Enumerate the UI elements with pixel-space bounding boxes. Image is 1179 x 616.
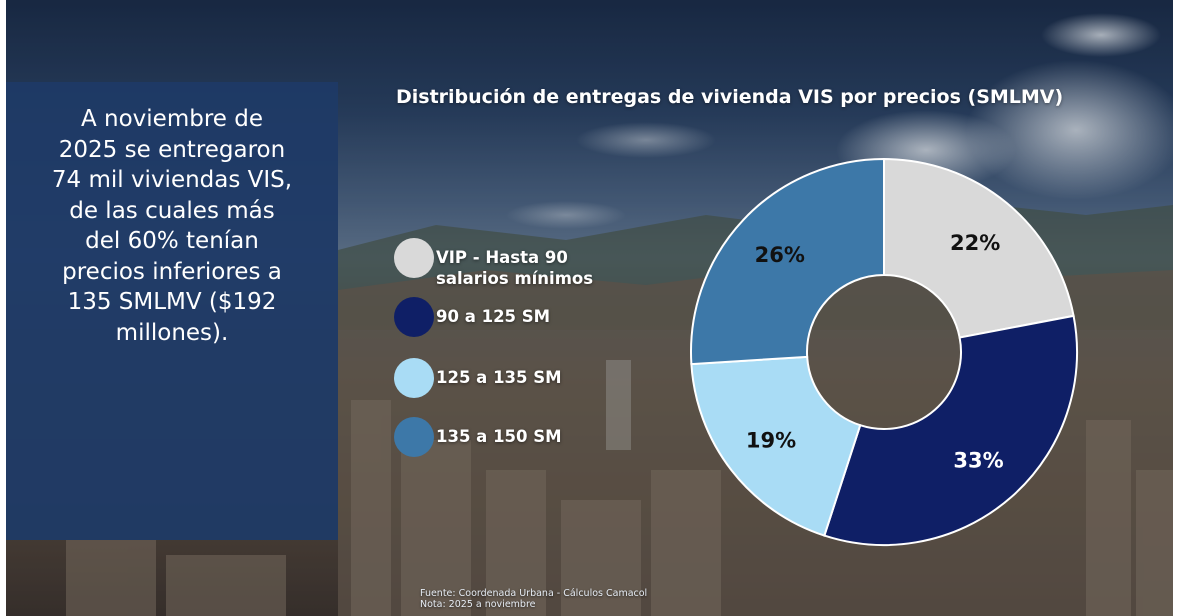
summary-panel [6, 82, 338, 540]
legend-item-90-125: 90 a 125 SM [394, 297, 550, 337]
legend-item-vip: VIP - Hasta 90 salarios mínimos [394, 238, 593, 289]
legend-swatch [394, 297, 434, 337]
chart-title: Distribución de entregas de vivienda VIS… [396, 86, 1064, 108]
legend-label: 135 a 150 SM [436, 427, 562, 446]
legend-item-125-135: 125 a 135 SM [394, 358, 562, 398]
slide: A noviembre de 2025 se entregaron 74 mil… [6, 0, 1173, 616]
legend-swatch [394, 238, 434, 278]
legend-label: 125 a 135 SM [436, 368, 562, 387]
legend-label: VIP - Hasta 90 salarios mínimos [436, 248, 594, 288]
legend-swatch [394, 417, 434, 457]
source-note: Fuente: Coordenada Urbana - Cálculos Cam… [420, 588, 648, 599]
chart-legend: VIP - Hasta 90 salarios mínimos 90 a 125… [394, 238, 684, 468]
footnote: Fuente: Coordenada Urbana - Cálculos Cam… [420, 588, 647, 610]
legend-item-135-150: 135 a 150 SM [394, 417, 562, 457]
legend-swatch [394, 358, 434, 398]
date-note: Nota: 2025 a noviembre [420, 599, 536, 610]
legend-label: 90 a 125 SM [436, 307, 551, 326]
summary-text: A noviembre de 2025 se entregaron 74 mil… [51, 106, 293, 346]
